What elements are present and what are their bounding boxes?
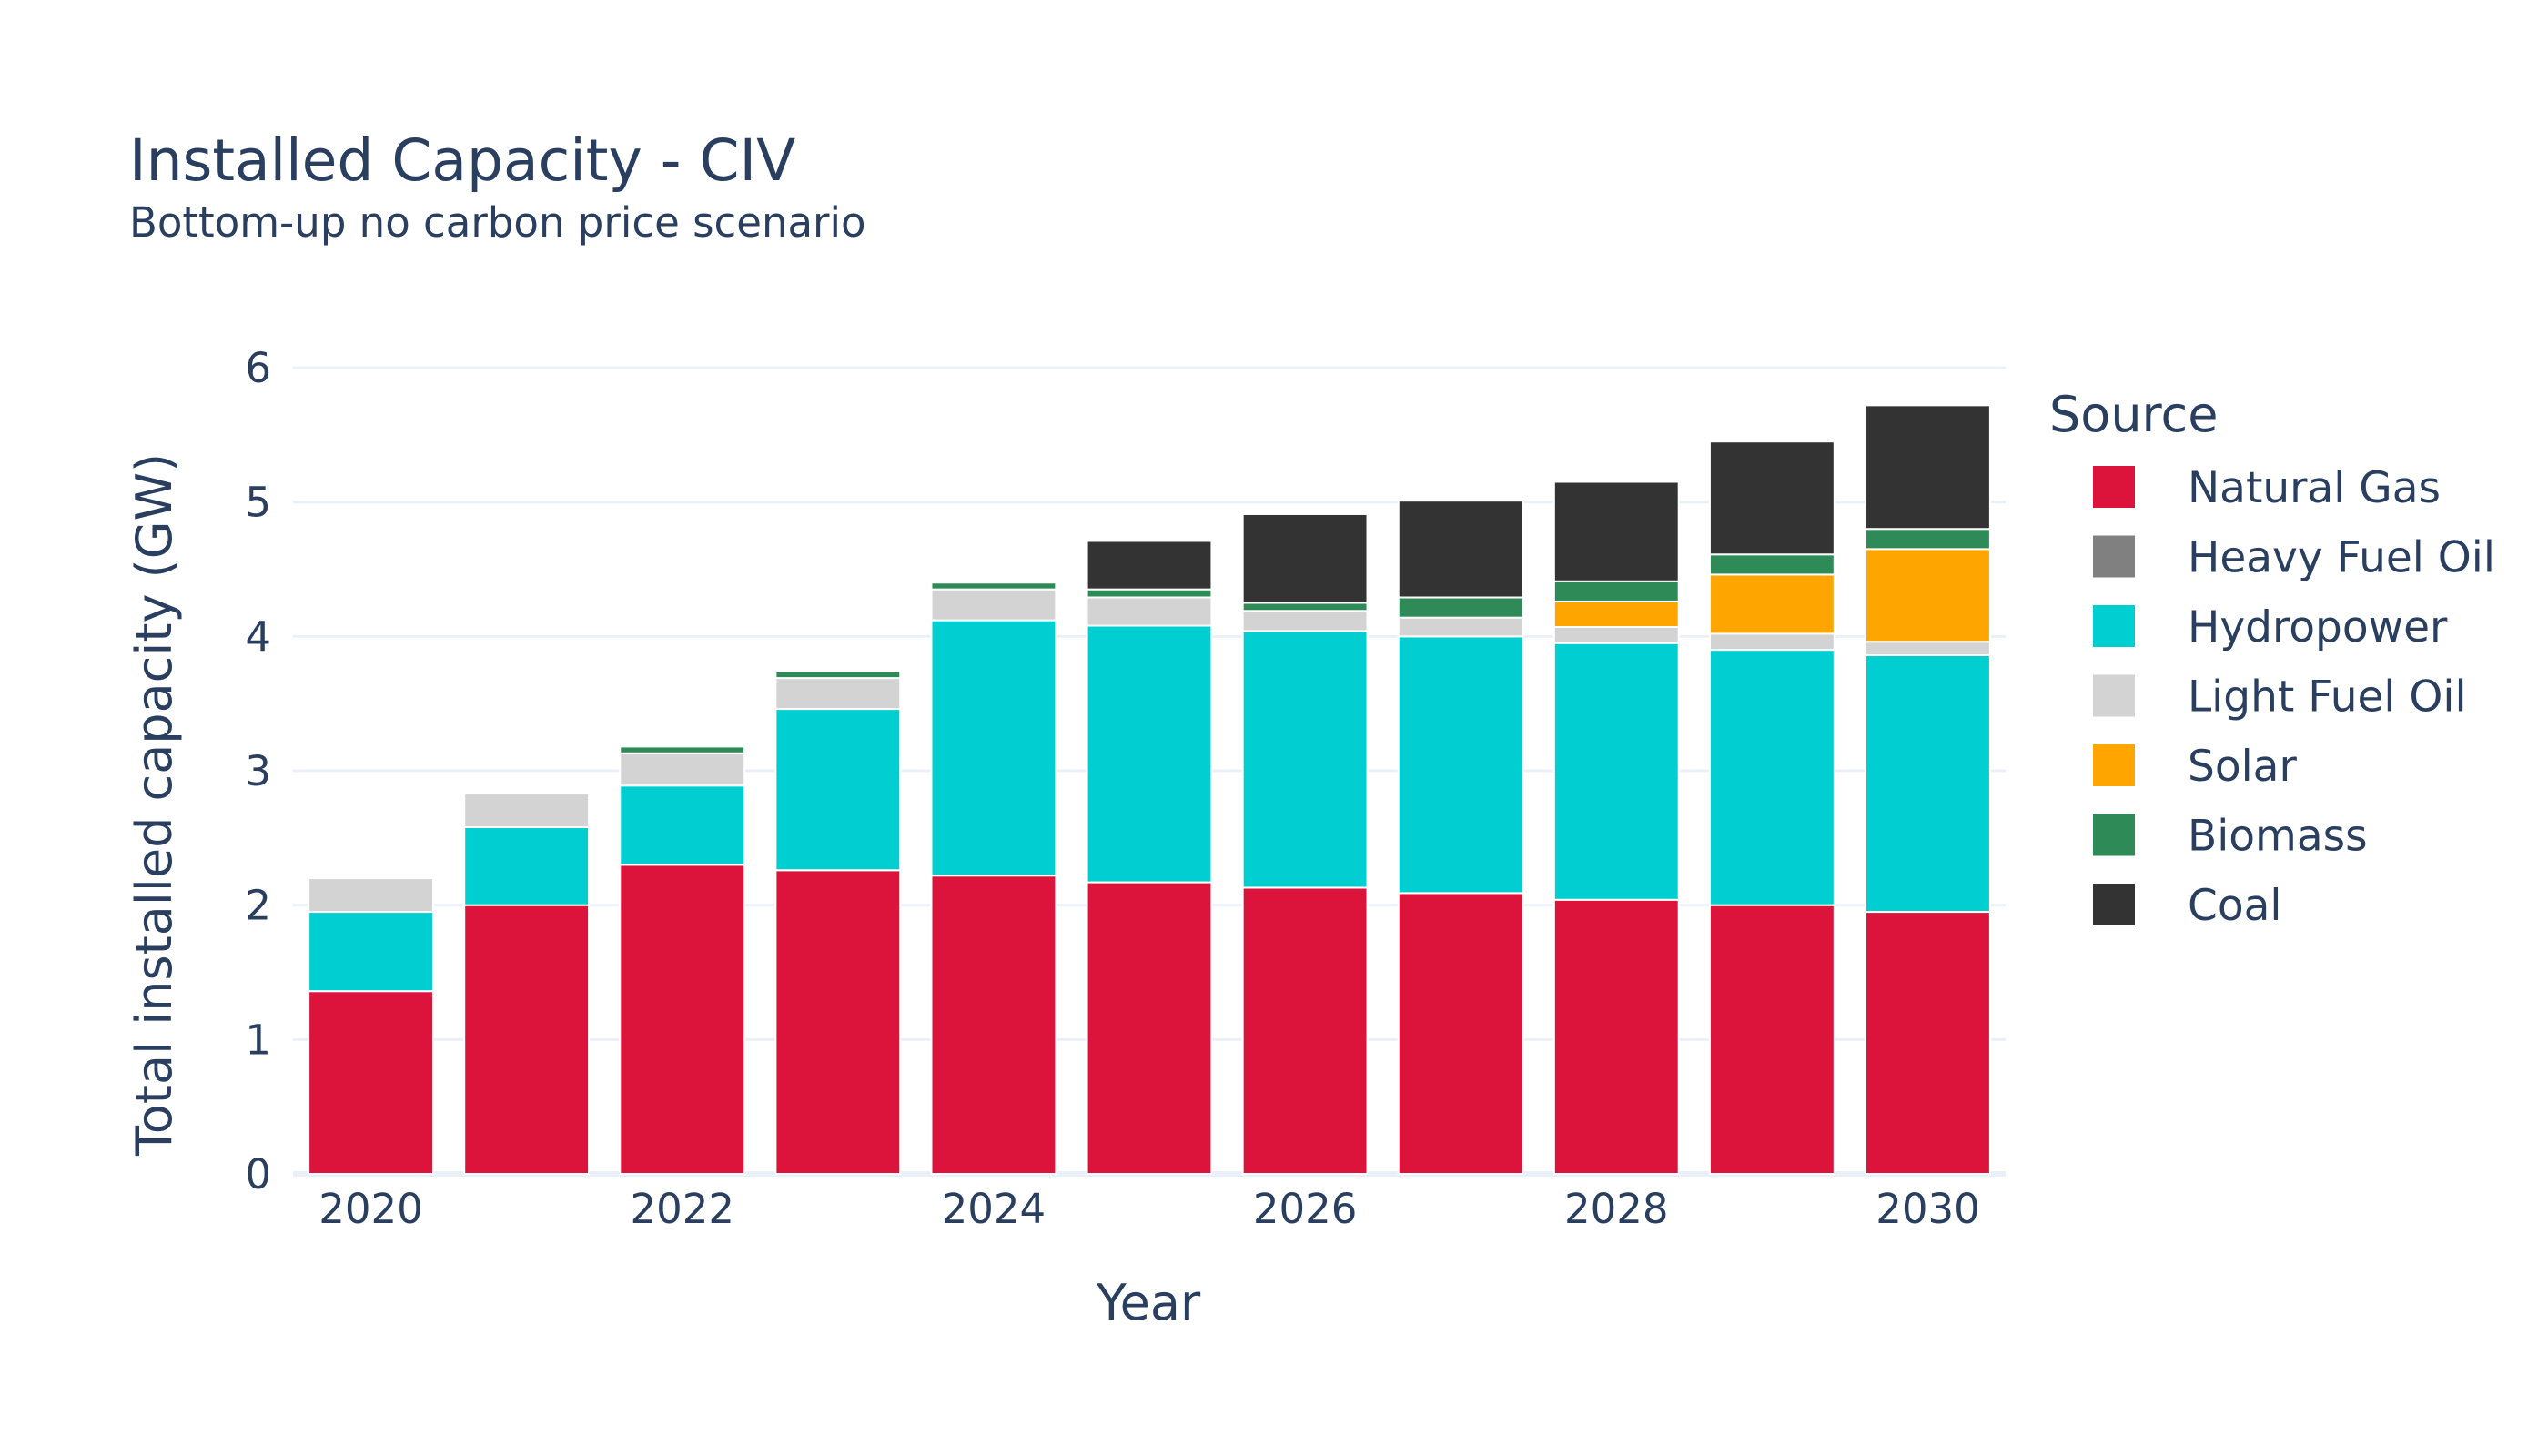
y-tick-label: 3 — [245, 747, 271, 795]
legend: Source Natural Gas Heavy Fuel Oil Hydropow… — [2049, 386, 2495, 931]
bar-segment-light-fuel-oil — [1865, 641, 1991, 657]
bar-segment-natural-gas — [930, 875, 1057, 1175]
bar-segment-light-fuel-oil — [774, 677, 902, 711]
legend-swatch — [2093, 744, 2135, 786]
bar-segment-natural-gas — [619, 864, 746, 1175]
bar-segment-hydropower — [1397, 635, 1524, 895]
legend-label: Solar — [2188, 742, 2297, 792]
bar-segment-natural-gas — [774, 869, 902, 1175]
bar-segment-natural-gas — [1397, 892, 1524, 1175]
bar-segment-biomass — [1552, 580, 1680, 602]
legend-label: Heavy Fuel Oil — [2188, 533, 2495, 583]
bar-segment-biomass — [1708, 553, 1835, 576]
bars-group — [308, 404, 1991, 1176]
bar-segment-hydropower — [1241, 630, 1369, 889]
y-tick-label: 1 — [245, 1016, 271, 1064]
bar-segment-hydropower — [930, 619, 1057, 877]
bar-segment-hydropower — [1086, 624, 1213, 884]
bar-segment-natural-gas — [1241, 886, 1369, 1175]
legend-title: Source — [2049, 386, 2218, 443]
bar-segment-solar — [1708, 573, 1835, 635]
bar-segment-biomass — [1086, 588, 1213, 599]
x-tick-label: 2020 — [318, 1185, 423, 1233]
legend-label: Natural Gas — [2188, 463, 2441, 513]
bar-segment-hydropower — [463, 826, 591, 906]
bar-segment-hydropower — [619, 784, 746, 866]
y-tick-label: 0 — [245, 1150, 271, 1198]
bar-segment-natural-gas — [1552, 898, 1680, 1175]
bar-segment-natural-gas — [1086, 881, 1213, 1176]
y-tick-label: 5 — [245, 479, 271, 527]
x-axis-label: Year — [1096, 1274, 1201, 1331]
legend-swatch — [2093, 814, 2135, 856]
chart-title: Installed Capacity - CIV — [129, 127, 795, 194]
bar-segment-light-fuel-oil — [1397, 616, 1524, 638]
bar-segment-natural-gas — [308, 990, 434, 1175]
y-tick-label: 4 — [245, 612, 271, 661]
x-tick-label: 2028 — [1564, 1185, 1669, 1233]
bar-segment-light-fuel-oil — [1086, 596, 1213, 627]
legend-label: Biomass — [2188, 812, 2368, 862]
bar-segment-hydropower — [1865, 654, 1991, 914]
bar-segment-hydropower — [308, 911, 434, 993]
bar-segment-natural-gas — [463, 904, 591, 1176]
legend-label: Light Fuel Oil — [2188, 672, 2467, 723]
x-tick-label: 2024 — [942, 1185, 1046, 1233]
y-tick-label: 6 — [245, 344, 271, 392]
chart-subtitle: Bottom-up no carbon price scenario — [129, 198, 866, 247]
x-tick-label: 2022 — [630, 1185, 734, 1233]
bar-segment-biomass — [930, 581, 1057, 591]
bar-segment-hydropower — [1708, 649, 1835, 906]
bar-segment-hydropower — [1552, 642, 1680, 901]
bar-segment-coal — [1397, 500, 1524, 599]
bar-segment-hydropower — [774, 708, 902, 872]
bar-segment-light-fuel-oil — [463, 793, 591, 829]
y-tick-label: 2 — [245, 882, 271, 930]
legend-swatch — [2093, 674, 2135, 717]
bar-segment-coal — [1865, 404, 1991, 531]
y-axis-label: Total installed capacity (GW) — [126, 453, 183, 1157]
legend-swatch — [2093, 884, 2135, 925]
legend-label: Coal — [2188, 881, 2281, 931]
bar-segment-coal — [1241, 512, 1369, 604]
bar-segment-light-fuel-oil — [1241, 610, 1369, 632]
bar-segment-biomass — [1241, 602, 1369, 612]
bar-segment-coal — [1086, 540, 1213, 591]
legend-swatch — [2093, 605, 2135, 647]
bar-segment-coal — [1708, 440, 1835, 556]
bar-segment-light-fuel-oil — [930, 588, 1057, 622]
legend-swatch — [2093, 466, 2135, 508]
bar-segment-solar — [1552, 600, 1680, 628]
bar-segment-biomass — [1865, 528, 1991, 551]
x-tick-label: 2026 — [1253, 1185, 1358, 1233]
bar-segment-light-fuel-oil — [308, 877, 434, 914]
bar-segment-light-fuel-oil — [1708, 632, 1835, 652]
x-tick-label: 2030 — [1876, 1185, 1980, 1233]
legend-label: Hydropower — [2188, 602, 2448, 652]
bar-segment-coal — [1552, 480, 1680, 582]
bar-segment-solar — [1865, 548, 1991, 643]
bar-segment-biomass — [774, 670, 902, 680]
x-axis-ticks: 2020 2022 2024 2026 2028 2030 — [318, 1185, 1979, 1233]
legend-swatch — [2093, 535, 2135, 578]
bar-segment-biomass — [1397, 596, 1524, 619]
bar-segment-light-fuel-oil — [1552, 625, 1680, 644]
bar-segment-biomass — [619, 745, 746, 754]
bar-segment-light-fuel-oil — [619, 752, 746, 787]
y-axis-ticks: 0 1 2 3 4 5 6 — [245, 344, 271, 1198]
bar-segment-natural-gas — [1708, 904, 1835, 1176]
bar-segment-natural-gas — [1865, 911, 1991, 1175]
